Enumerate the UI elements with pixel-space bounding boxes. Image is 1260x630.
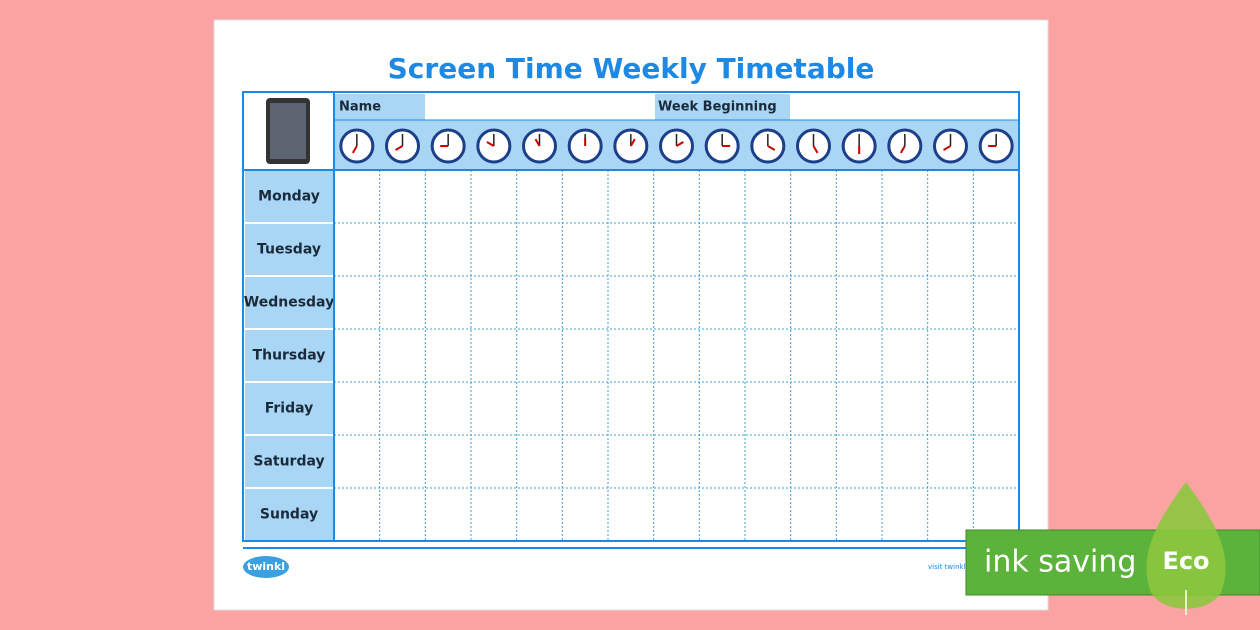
- timetable: Name Week Beginning Monday Tuesday Wednesd…: [242, 91, 1020, 542]
- logo-badge: [243, 556, 289, 578]
- table-border: [242, 91, 1020, 542]
- day-cell: [245, 224, 333, 275]
- title: Screen Time Weekly Timetable: [388, 52, 875, 85]
- name-label-cell: [334, 94, 425, 120]
- clock-hand: [534, 138, 541, 147]
- name-label: Name: [339, 100, 381, 115]
- clock-hand: [899, 145, 906, 154]
- day-label: Tuesday: [257, 242, 321, 258]
- eco-banner-text: ink saving: [984, 545, 1136, 580]
- day-cell: [245, 330, 333, 381]
- day-cell: [245, 436, 333, 487]
- clock-hand: [486, 141, 495, 147]
- day-label: Sunday: [260, 507, 318, 523]
- clock-hand: [351, 145, 358, 154]
- clock-hand: [943, 145, 951, 151]
- day-cell: [245, 171, 333, 222]
- day-label: Saturday: [253, 454, 324, 470]
- day-label: Wednesday: [244, 295, 334, 311]
- logo: twinkl: [247, 560, 285, 573]
- clock-hand: [767, 145, 776, 151]
- day-cell: [245, 277, 333, 328]
- footer-link: visit twinkl: [928, 563, 966, 571]
- clock-hand: [395, 145, 404, 151]
- day-label: Monday: [258, 189, 320, 205]
- day-cell: [245, 489, 333, 540]
- clock-hand: [676, 141, 684, 147]
- eco-label: Eco: [1162, 547, 1209, 575]
- day-cell: [245, 383, 333, 434]
- week-label: Week Beginning: [658, 100, 777, 115]
- tablet-screen: [270, 103, 306, 159]
- clock-hand: [812, 145, 819, 154]
- week-label-cell: [655, 94, 790, 120]
- clock-hand: [629, 138, 636, 147]
- day-label: Friday: [265, 401, 314, 417]
- eco-leaf: [1146, 482, 1226, 609]
- day-label: Thursday: [253, 348, 326, 364]
